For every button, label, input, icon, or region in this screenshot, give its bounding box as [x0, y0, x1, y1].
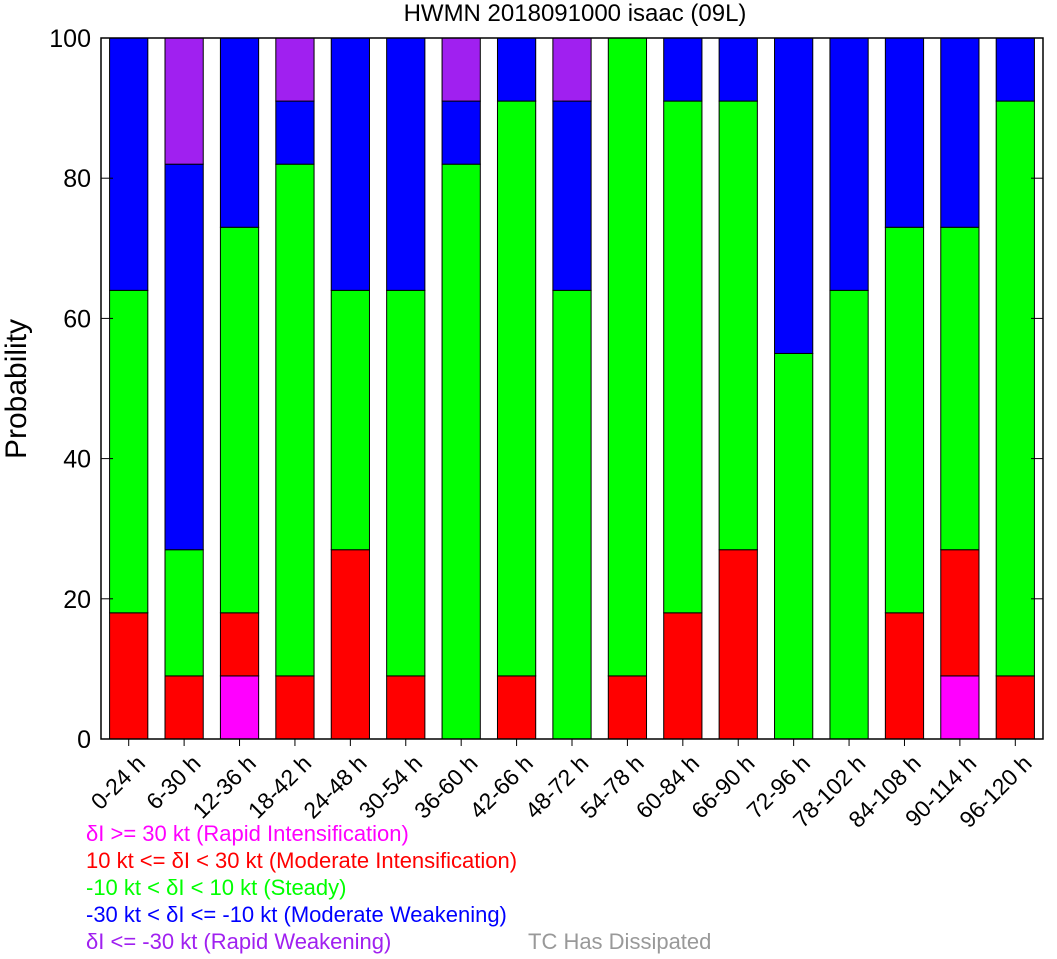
y-tick-label: 0 — [77, 726, 91, 754]
bar-segment — [109, 289, 149, 614]
bar-segment — [995, 100, 1035, 677]
bar-segment — [552, 289, 592, 740]
bar-segment — [774, 37, 814, 354]
x-tick-label: 0-24 h — [86, 750, 151, 815]
bar-segment — [940, 37, 980, 228]
legend-item-moderate-intensification: 10 kt <= δI < 30 kt (Moderate Intensific… — [86, 848, 518, 873]
legend-item-rapid-intensification: δI >= 30 kt (Rapid Intensification) — [86, 821, 409, 846]
y-tick-label: 60 — [63, 305, 91, 333]
bar-segment — [607, 37, 648, 677]
bar-segment — [995, 675, 1035, 740]
y-tick-label: 20 — [63, 586, 91, 614]
bar-segment — [164, 549, 204, 677]
bar-segment — [884, 612, 925, 740]
bar-segment — [995, 37, 1035, 102]
bar-segment — [607, 675, 648, 740]
bar-segment — [109, 612, 149, 740]
bar-segment — [386, 675, 426, 740]
legend: δI >= 30 kt (Rapid Intensification) 10 k… — [86, 820, 517, 955]
bar-segment — [330, 289, 370, 551]
bar-segment — [441, 37, 481, 102]
bar-segment — [164, 675, 204, 740]
legend-item-steady: -10 kt < δI < 10 kt (Steady) — [86, 875, 347, 900]
y-tick-label: 40 — [63, 446, 91, 474]
bar-segment — [275, 100, 315, 165]
bar-segment — [219, 37, 260, 228]
bar-segment — [386, 37, 426, 291]
bar-segment — [884, 226, 925, 614]
bar-segment — [330, 549, 370, 740]
chart-title: HWMN 2018091000 isaac (09L) — [404, 0, 747, 27]
bar-segment — [219, 612, 260, 677]
bar-segment — [496, 100, 537, 677]
bar-segment — [164, 163, 204, 551]
legend-item-moderate-weakening: -30 kt < δI <= -10 kt (Moderate Weakenin… — [86, 902, 507, 927]
bar-segment — [275, 675, 315, 740]
bar-segment — [940, 549, 980, 677]
bar-segment — [829, 289, 869, 740]
bar-segment — [330, 37, 370, 291]
y-tick-label: 100 — [49, 25, 91, 53]
bar-segment — [109, 37, 149, 291]
bar-segment — [884, 37, 925, 228]
y-tick-label: 80 — [63, 165, 91, 193]
bar-segment — [219, 226, 260, 614]
legend-item-dissipated: TC Has Dissipated — [528, 929, 712, 954]
bar-segment — [663, 37, 703, 102]
bar-segment — [940, 675, 980, 740]
bar-segment — [441, 100, 481, 165]
bar-segment — [496, 37, 537, 102]
bar-segment — [552, 100, 592, 291]
bar-segment — [718, 100, 758, 551]
bar-segment — [496, 675, 537, 740]
bar-segment — [275, 37, 315, 102]
bar-segment — [275, 163, 315, 677]
bar-segment — [718, 37, 758, 102]
bar-segment — [774, 352, 814, 740]
bar-segment — [219, 675, 260, 740]
bar-segment — [552, 37, 592, 102]
x-tick-labels: 0-24 h6-30 h12-36 h18-42 h24-48 h30-54 h… — [86, 739, 1037, 833]
bar-segment — [663, 100, 703, 614]
bar-segment — [940, 226, 980, 551]
bar-segment — [441, 163, 481, 740]
bar-segment — [829, 37, 869, 291]
bars — [109, 37, 1035, 740]
bar-segment — [386, 289, 426, 677]
bar-segment — [663, 612, 703, 740]
bar-segment — [718, 549, 758, 740]
legend-item-rapid-weakening: δI <= -30 kt (Rapid Weakening) — [86, 929, 392, 954]
y-axis-label: Probability — [0, 319, 33, 459]
bar-segment — [164, 37, 204, 165]
